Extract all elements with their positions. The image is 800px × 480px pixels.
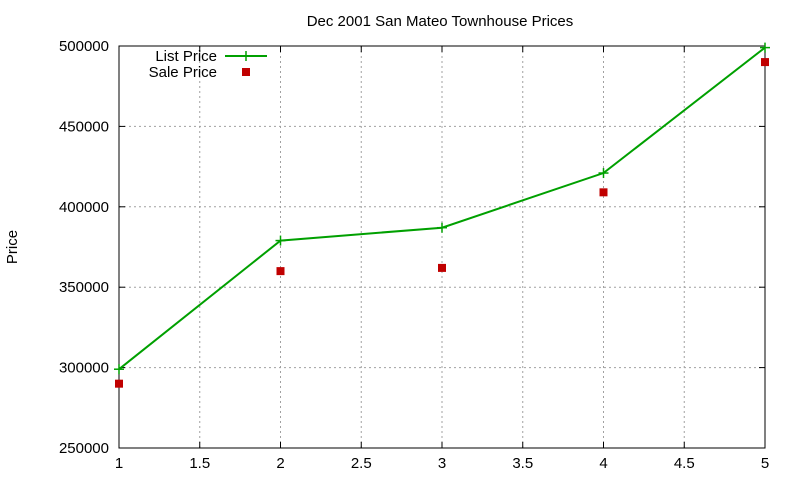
y-axis-label: Price (4, 230, 21, 264)
x-tick-label: 1 (115, 455, 123, 472)
y-tick-label: 250000 (59, 440, 109, 457)
x-tick-label: 5 (761, 455, 769, 472)
x-tick-label: 4 (599, 455, 607, 472)
y-tick-label: 400000 (59, 199, 109, 216)
y-tick-label: 300000 (59, 360, 109, 377)
x-tick-label: 3 (438, 455, 446, 472)
series (114, 42, 770, 388)
chart-title: Dec 2001 San Mateo Townhouse Prices (307, 13, 574, 30)
legend-label-list-price: List Price (155, 48, 217, 65)
x-tick-label: 2.5 (351, 455, 372, 472)
y-tick-label: 500000 (59, 38, 109, 55)
sale-price-point (276, 267, 285, 276)
legend-label-sale-price: Sale Price (149, 64, 217, 81)
y-tick-label: 450000 (59, 118, 109, 135)
sale-price-point (599, 188, 608, 197)
sale-price-point (438, 263, 446, 272)
x-tick-label: 4.5 (674, 455, 695, 472)
grid (119, 46, 765, 448)
sale-price-point (761, 58, 769, 67)
legend-swatch-sale-price (242, 68, 250, 76)
axis-ticks: 1 1.5 2 2.5 3 3.5 4 4.5 5 250000 300000 350000 40000… (59, 38, 769, 472)
sale-price-point (115, 379, 123, 388)
x-tick-label: 1.5 (189, 455, 210, 472)
x-tick-label: 3.5 (512, 455, 533, 472)
x-tick-label: 2 (276, 455, 284, 472)
list-price-line (118, 46, 766, 370)
y-tick-label: 350000 (59, 279, 109, 296)
